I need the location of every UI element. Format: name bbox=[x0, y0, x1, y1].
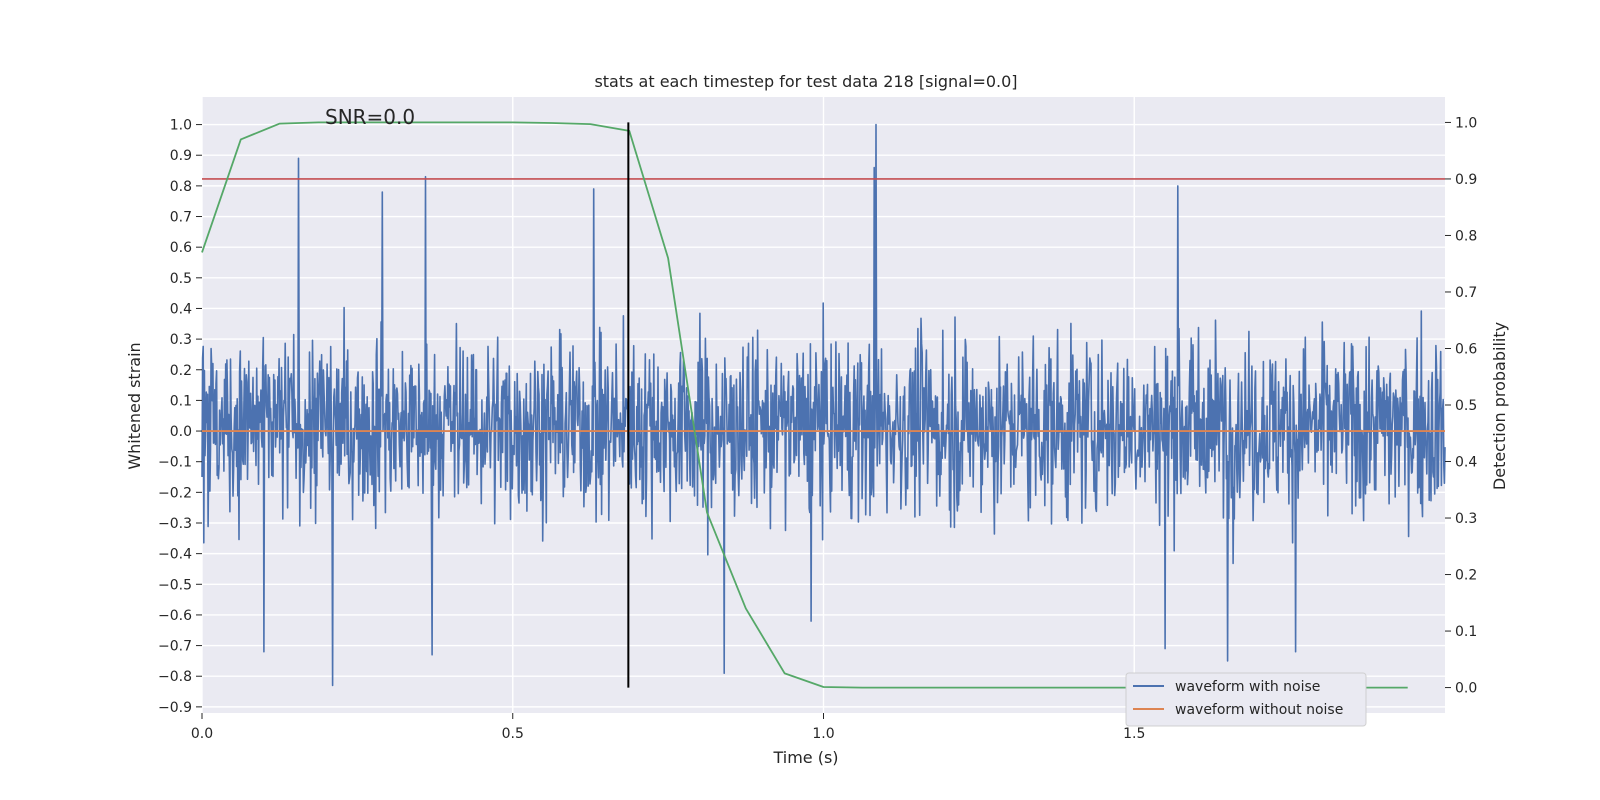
legend: waveform with noise waveform without noi… bbox=[1125, 672, 1367, 727]
x-axis-label: Time (s) bbox=[772, 748, 838, 767]
x-tick-label-2: 1.0 bbox=[812, 726, 834, 742]
right-y-tick-label-0: 1.0 bbox=[1455, 115, 1477, 131]
left-y-tick-label-4: 0.6 bbox=[170, 240, 192, 256]
left-y-tick-label-14: −0.4 bbox=[158, 547, 192, 563]
x-tick-label-3: 1.5 bbox=[1123, 726, 1145, 742]
left-y-tick-label-2: 0.8 bbox=[170, 179, 192, 195]
left-y-tick-label-7: 0.3 bbox=[170, 332, 192, 348]
right-y-tick-label-9: 0.1 bbox=[1455, 624, 1477, 640]
right-y-axis-label: Detection probability bbox=[1490, 322, 1509, 490]
left-y-tick-label-17: −0.7 bbox=[158, 639, 192, 655]
right-y-tick-label-6: 0.4 bbox=[1455, 455, 1477, 471]
legend-label-waveform-without-noise: waveform without noise bbox=[1175, 702, 1343, 718]
x-tick-label-0: 0.0 bbox=[191, 726, 213, 742]
left-y-tick-label-8: 0.2 bbox=[170, 363, 192, 379]
series-waveform-with-noise bbox=[201, 123, 1446, 687]
x-axis: 0.0 0.5 1.0 1.5 bbox=[191, 713, 1145, 742]
left-y-tick-label-0: 1.0 bbox=[170, 118, 192, 134]
right-y-axis: 1.0 0.9 0.8 0.7 0.6 0.5 0.4 0.3 0.2 0.1 0.0 bbox=[1445, 115, 1477, 697]
right-y-tick-label-8: 0.2 bbox=[1455, 568, 1477, 584]
right-y-tick-label-3: 0.7 bbox=[1455, 285, 1477, 301]
legend-box bbox=[1125, 672, 1367, 727]
right-y-tick-label-2: 0.8 bbox=[1455, 228, 1477, 244]
chart-title: stats at each timestep for test data 218… bbox=[594, 72, 1017, 91]
left-y-tick-label-13: −0.3 bbox=[158, 516, 192, 532]
left-y-tick-label-9: 0.1 bbox=[170, 393, 192, 409]
left-y-tick-label-1: 0.9 bbox=[170, 148, 192, 164]
left-y-tick-label-19: −0.9 bbox=[158, 700, 192, 716]
left-y-tick-label-10: 0.0 bbox=[170, 424, 192, 440]
right-y-tick-label-5: 0.5 bbox=[1455, 398, 1477, 414]
left-y-tick-label-11: −0.1 bbox=[158, 455, 192, 471]
left-y-axis-label: Whitened strain bbox=[125, 342, 144, 469]
left-y-tick-label-12: −0.2 bbox=[158, 485, 192, 501]
snr-annotation: SNR=0.0 bbox=[325, 105, 415, 129]
left-y-tick-label-15: −0.5 bbox=[158, 577, 192, 593]
left-y-tick-label-3: 0.7 bbox=[170, 210, 192, 226]
right-y-tick-label-10: 0.0 bbox=[1455, 681, 1477, 697]
left-y-tick-label-16: −0.6 bbox=[158, 608, 192, 624]
right-y-tick-label-7: 0.3 bbox=[1455, 511, 1477, 527]
x-tick-label-1: 0.5 bbox=[502, 726, 524, 742]
left-y-tick-label-5: 0.5 bbox=[170, 271, 192, 287]
right-y-tick-label-1: 0.9 bbox=[1455, 172, 1477, 188]
left-y-axis: 1.0 0.9 0.8 0.7 0.6 0.5 0.4 0.3 0.2 0.1 0.0 −0.1 −0.… bbox=[158, 118, 202, 716]
left-y-tick-label-18: −0.8 bbox=[158, 669, 192, 685]
left-y-tick-label-6: 0.4 bbox=[170, 301, 192, 317]
legend-label-waveform-with-noise: waveform with noise bbox=[1175, 679, 1320, 695]
right-y-tick-label-4: 0.6 bbox=[1455, 341, 1477, 357]
